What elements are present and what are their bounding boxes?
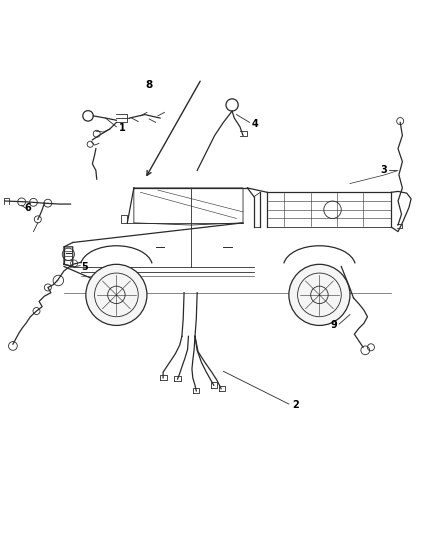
Text: 5: 5 [81, 262, 88, 272]
Circle shape [86, 264, 147, 326]
Text: 6: 6 [25, 203, 32, 213]
Text: 2: 2 [292, 400, 299, 410]
Text: 3: 3 [381, 165, 388, 175]
Text: 4: 4 [252, 119, 258, 129]
Circle shape [289, 264, 350, 326]
Text: 9: 9 [330, 320, 337, 330]
Text: 8: 8 [145, 80, 153, 90]
Text: 1: 1 [119, 123, 125, 133]
